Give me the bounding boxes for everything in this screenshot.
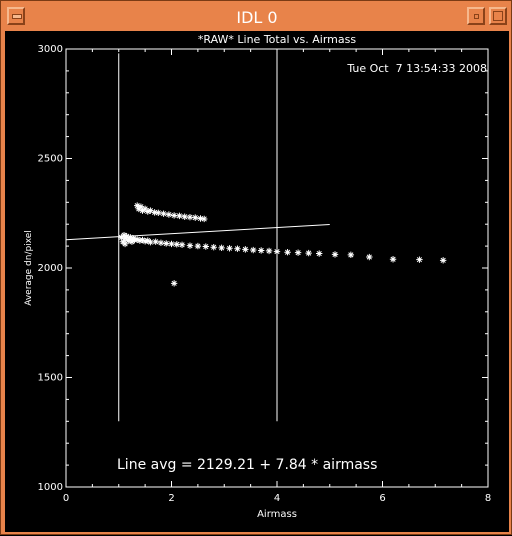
data-point — [194, 242, 202, 250]
data-point — [144, 237, 151, 244]
data-point — [197, 215, 204, 222]
data-point — [168, 240, 175, 248]
x-tick-label: 6 — [379, 493, 385, 504]
data-point — [120, 231, 128, 239]
data-point — [186, 242, 194, 249]
chart-timestamp: Tue Oct 7 13:54:33 2008 — [346, 62, 487, 75]
data-point — [186, 213, 194, 221]
data-point — [273, 248, 281, 255]
airmass-chart: *RAW* Line Total vs. Airmass Tue Oct 7 1… — [24, 33, 491, 520]
x-tick-label: 8 — [485, 493, 491, 504]
window-title: IDL 0 — [236, 8, 278, 27]
data-point — [170, 280, 178, 287]
data-point — [134, 236, 141, 243]
y-tick-label: 2500 — [38, 154, 63, 165]
data-point — [126, 236, 133, 243]
data-point — [331, 251, 339, 258]
data-point — [201, 215, 208, 223]
y-axis-label: Average dn/pixel — [24, 230, 34, 306]
data-point — [144, 208, 151, 215]
data-point — [155, 209, 162, 217]
data-point — [160, 210, 167, 217]
data-point — [141, 205, 149, 213]
data-point — [234, 245, 241, 252]
data-point — [218, 244, 225, 252]
data-point — [134, 202, 141, 209]
data-point — [242, 246, 249, 253]
data-point — [128, 238, 136, 245]
y-tick-label: 1500 — [38, 373, 63, 384]
data-point — [210, 243, 217, 251]
x-tick-label: 0 — [63, 493, 69, 504]
data-point — [152, 238, 159, 245]
data-point — [366, 253, 373, 261]
data-point — [163, 240, 170, 247]
data-point — [284, 249, 291, 256]
y-tick-label: 1000 — [38, 482, 63, 493]
data-point — [151, 209, 158, 216]
title-bar[interactable]: IDL 0 — [5, 5, 509, 29]
data-point — [202, 243, 209, 250]
data-point — [123, 233, 130, 240]
data-point — [250, 246, 257, 254]
data-point — [139, 207, 146, 214]
data-point — [226, 245, 233, 252]
y-tick-label: 3000 — [38, 44, 63, 55]
data-point — [192, 214, 199, 221]
data-point — [141, 238, 149, 245]
data-point — [165, 211, 173, 218]
data-point — [139, 236, 146, 244]
maximize-icon[interactable] — [489, 7, 507, 25]
data-point — [121, 240, 129, 248]
data-point — [157, 239, 165, 247]
data-point — [137, 203, 145, 210]
chart-title: *RAW* Line Total vs. Airmass — [198, 33, 356, 46]
data-point — [127, 234, 134, 241]
data-point — [147, 238, 154, 246]
data-point — [347, 251, 355, 259]
window-menu-icon[interactable] — [7, 7, 25, 25]
x-tick-label: 2 — [168, 493, 174, 504]
y-tick-label: 2000 — [38, 263, 63, 274]
data-point — [136, 237, 144, 244]
x-axis-label: Airmass — [257, 509, 297, 520]
fit-annotation: Line avg = 2129.21 + 7.84 * airmass — [117, 457, 377, 473]
data-point — [173, 241, 180, 248]
data-point — [439, 257, 447, 264]
data-point — [181, 213, 188, 220]
plot-area: *RAW* Line Total vs. Airmass Tue Oct 7 1… — [5, 31, 509, 532]
data-point — [265, 247, 273, 255]
data-point — [257, 247, 265, 254]
data-point — [305, 249, 312, 257]
data-point — [178, 241, 186, 248]
data-point — [416, 256, 423, 263]
data-point — [118, 234, 125, 241]
data-point — [316, 250, 323, 257]
data-point — [389, 256, 397, 263]
x-tick-label: 4 — [274, 493, 280, 504]
data-point — [147, 207, 154, 214]
data-point — [294, 249, 302, 256]
data-point — [176, 212, 183, 220]
fit-line — [65, 224, 330, 241]
data-point — [170, 212, 178, 219]
minimize-icon[interactable] — [467, 7, 485, 25]
